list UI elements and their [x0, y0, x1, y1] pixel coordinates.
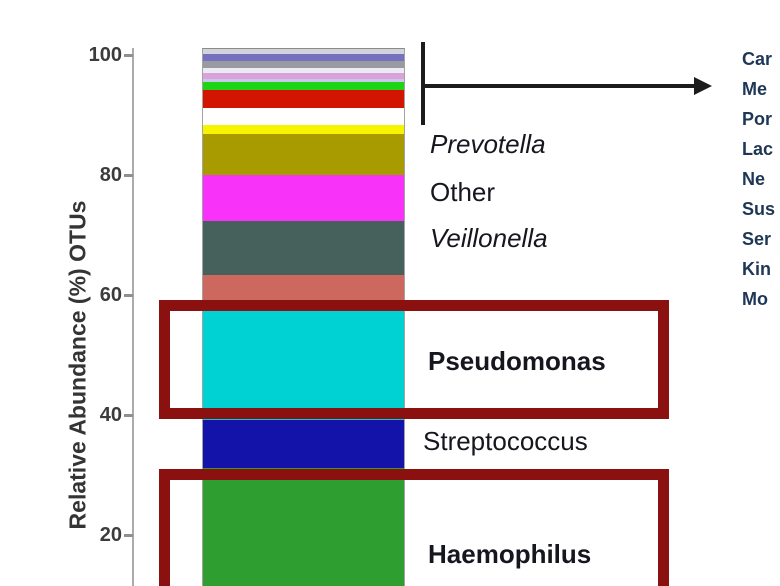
bar-segment-haemophilus: [203, 467, 404, 586]
tick-mark-40: [124, 414, 133, 417]
legend-item: Ser: [742, 229, 772, 249]
tick-label-80: 80: [99, 164, 122, 186]
bar-segment-unlabeled-plum: [203, 72, 404, 79]
label-prevotella: Prevotella: [430, 129, 546, 159]
tick-label-60: 60: [99, 284, 122, 306]
legend-item: Por: [742, 109, 773, 129]
callout-bracket-line: [421, 42, 425, 125]
legend-item: Lac: [742, 139, 774, 159]
legend-item: Me: [742, 79, 768, 99]
bar-segment-unlabeled-yellow: [203, 125, 404, 135]
bar-segment-unlabeled-slateblue: [203, 53, 404, 61]
legend-item: Car: [742, 49, 773, 69]
bar-segment-other: [203, 174, 404, 221]
tick-mark-100: [124, 54, 133, 57]
tick-mark-60: [124, 294, 133, 297]
arrow-head-icon: [694, 77, 712, 95]
bar-segment-streptococcus: [203, 419, 404, 468]
arrow-to-legend: [423, 84, 696, 88]
tick-label-100: 100: [88, 44, 122, 66]
y-axis: [132, 48, 134, 586]
stacked-bar: [202, 48, 405, 586]
bar-segment-prevotella: [203, 134, 404, 175]
bar-segment-unlabeled-brightgreen: [203, 81, 404, 90]
bar-segment-pseudomonas: [203, 305, 404, 420]
label-other: Other: [430, 177, 496, 207]
legend-item: Mo: [742, 289, 768, 309]
bar-segment-unlabeled-offwhite: [203, 68, 404, 73]
bar-segment-unlabeled-red: [203, 89, 404, 108]
label-pseudomonas: Pseudomonas: [428, 346, 606, 376]
tick-label-40: 40: [99, 404, 122, 426]
tick-mark-80: [124, 174, 133, 177]
tick-label-20: 20: [99, 524, 122, 546]
legend-item: Ne: [742, 169, 766, 189]
legend-item: Sus: [742, 199, 776, 219]
bar-segment-veillonella: [203, 220, 404, 275]
highlight-box-haemophilus: [159, 469, 669, 586]
legend-list: Car Me Por Lac Ne Sus Ser Kin Mo: [742, 44, 780, 314]
bar-segment-unlabeled-white: [203, 107, 404, 126]
label-veillonella: Veillonella: [430, 223, 548, 253]
tick-mark-20: [124, 534, 133, 537]
bar-segment-unlabeled-lavender: [203, 78, 404, 82]
bar-segment-unlabeled-gray: [203, 60, 404, 69]
label-streptococcus: Streptococcus: [423, 426, 588, 456]
legend-item: Kin: [742, 259, 771, 279]
highlight-box-pseudomonas: [159, 300, 669, 419]
bar-segment-unlabeled-lightgray: [203, 49, 404, 54]
label-haemophilus: Haemophilus: [428, 539, 592, 569]
